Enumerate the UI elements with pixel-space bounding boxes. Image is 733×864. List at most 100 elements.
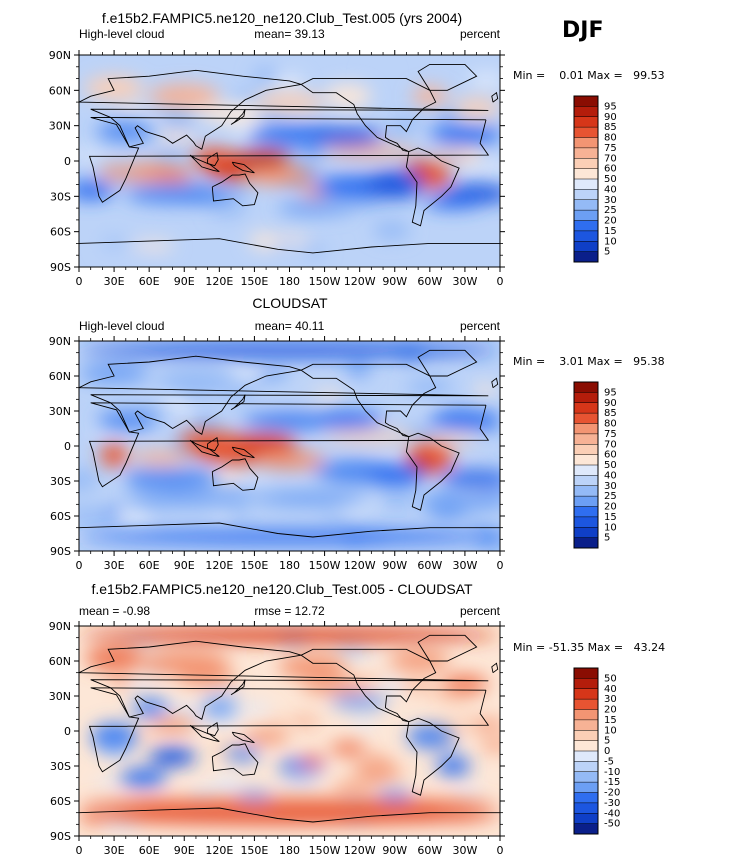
y-tick-label: 60S bbox=[50, 226, 71, 239]
contour-region bbox=[79, 628, 500, 643]
colorbar-swatch bbox=[574, 465, 598, 476]
units-label: percent bbox=[459, 319, 500, 333]
coastline bbox=[300, 78, 437, 153]
contour-region bbox=[254, 384, 325, 403]
texture-blob bbox=[88, 106, 121, 125]
min-max-stats: Min = 0.01 Max = 99.53 bbox=[513, 69, 665, 82]
texture-blob bbox=[79, 470, 100, 491]
field-panel-1 bbox=[79, 55, 500, 267]
colorbar-swatch bbox=[574, 251, 598, 263]
contour-region bbox=[242, 165, 313, 185]
texture-blob bbox=[268, 715, 287, 733]
contour-region bbox=[406, 725, 454, 749]
field-panel-2 bbox=[79, 341, 500, 551]
x-tick-label: 60W bbox=[417, 559, 442, 572]
colorbar-swatch bbox=[574, 813, 598, 825]
colorbar-swatch bbox=[574, 668, 598, 679]
y-tick-label: 60S bbox=[50, 510, 71, 523]
contour-region bbox=[90, 722, 138, 751]
x-tick-label: 120W bbox=[344, 844, 376, 857]
colorbar-label: 60 bbox=[604, 164, 617, 175]
texture-blob bbox=[352, 716, 376, 730]
coastline bbox=[405, 717, 460, 796]
texture-blob bbox=[466, 517, 486, 528]
coastline bbox=[230, 394, 246, 411]
contour-region bbox=[96, 122, 156, 141]
colorbar-swatch bbox=[574, 730, 598, 742]
coastline bbox=[79, 522, 500, 538]
x-tick-label: 90E bbox=[174, 844, 195, 857]
texture-blob bbox=[381, 493, 417, 508]
texture-blob bbox=[227, 518, 251, 527]
colorbar-swatch bbox=[574, 220, 598, 232]
x-tick-label: 120E bbox=[205, 559, 233, 572]
y-tick-label: 30S bbox=[50, 475, 71, 488]
coastline bbox=[417, 349, 478, 377]
colorbar-swatch bbox=[574, 230, 598, 242]
contour-region bbox=[429, 125, 500, 145]
colorbar-label: 30 bbox=[604, 481, 617, 492]
left-label: mean = -0.98 bbox=[79, 604, 151, 618]
texture-blob bbox=[87, 484, 119, 499]
x-tick-label: 0 bbox=[497, 275, 504, 288]
contour-region bbox=[277, 655, 348, 679]
contour-region bbox=[125, 469, 220, 488]
contour-region bbox=[225, 747, 261, 762]
coastline bbox=[79, 238, 500, 254]
texture-blob bbox=[449, 716, 473, 732]
x-tick-label: 0 bbox=[76, 844, 83, 857]
coastline bbox=[211, 173, 259, 207]
texture-blob bbox=[139, 248, 158, 262]
colorbar-label: 40 bbox=[604, 684, 617, 695]
texture-blob bbox=[226, 506, 250, 518]
colorbar-label: 50 bbox=[604, 460, 617, 471]
colorbar-swatch bbox=[574, 433, 598, 445]
colorbar-label: 25 bbox=[604, 205, 617, 216]
x-tick-label: 120E bbox=[205, 844, 233, 857]
texture-blob bbox=[129, 678, 147, 690]
texture-blob bbox=[79, 506, 101, 524]
colorbar-swatch bbox=[574, 709, 598, 721]
coastline bbox=[189, 154, 220, 173]
colorbar-label: 5 bbox=[604, 736, 610, 747]
center-label: mean= 39.13 bbox=[254, 27, 325, 41]
x-tick-label: 60E bbox=[139, 275, 160, 288]
x-tick-label: 60W bbox=[417, 844, 442, 857]
colorbar-label: 15 bbox=[604, 512, 617, 523]
coastlines bbox=[79, 63, 500, 254]
contour-region bbox=[149, 747, 196, 767]
colorbar-label: 5 bbox=[604, 533, 610, 544]
texture-blob bbox=[398, 681, 441, 691]
texture-blob bbox=[469, 817, 500, 829]
coastline bbox=[211, 743, 259, 776]
left-label: High-level cloud bbox=[79, 319, 165, 333]
left-label: High-level cloud bbox=[79, 27, 165, 41]
y-tick-label: 90N bbox=[49, 335, 71, 348]
colorbar-label: 15 bbox=[604, 226, 617, 237]
colorbar-label: 25 bbox=[604, 491, 617, 502]
x-tick-label: 60E bbox=[139, 844, 160, 857]
colorbar-label: 10 bbox=[604, 522, 617, 533]
colorbar-label: -40 bbox=[604, 808, 620, 819]
texture-blob bbox=[353, 753, 391, 765]
x-tick-label: 150E bbox=[240, 844, 268, 857]
x-tick-label: 90E bbox=[174, 559, 195, 572]
colorbar-swatch bbox=[574, 792, 598, 804]
coastline bbox=[491, 377, 499, 389]
map-panel-2: 0 30E 60E 90E 120E 150E 180 150W 120W 90W 60W 30W 09… bbox=[49, 335, 617, 572]
coastline bbox=[79, 355, 489, 435]
y-tick-label: 30S bbox=[50, 190, 71, 203]
texture-blob bbox=[232, 92, 259, 106]
y-tick-label: 90S bbox=[50, 545, 71, 558]
texture-blob bbox=[209, 207, 248, 217]
contour-region bbox=[388, 651, 448, 671]
contour-region bbox=[79, 530, 500, 544]
contour-region bbox=[406, 159, 430, 174]
x-tick-label: 30E bbox=[104, 844, 125, 857]
texture-blob bbox=[285, 240, 307, 257]
colorbar-label: 80 bbox=[604, 133, 617, 144]
contour-region bbox=[277, 201, 348, 216]
contour-region bbox=[149, 718, 196, 733]
